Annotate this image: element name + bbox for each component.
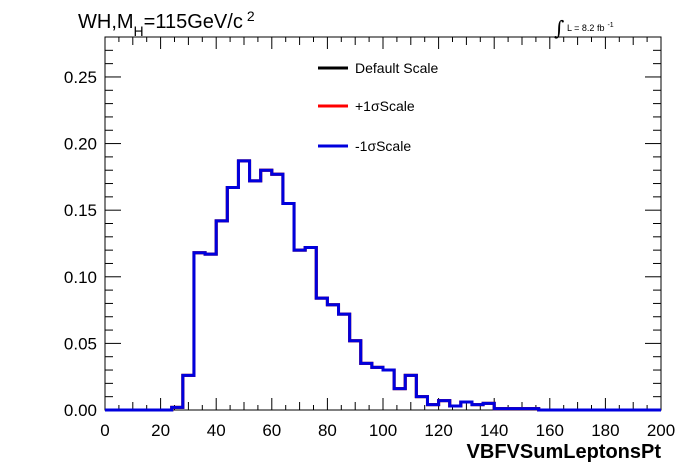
lumi-text: L = 8.2 fb xyxy=(567,23,604,33)
svg-text:WH,MH=115GeV/c2: WH,MH=115GeV/c 2 xyxy=(78,8,255,39)
x-tick-label: 80 xyxy=(318,421,337,440)
x-tick-label: 140 xyxy=(480,421,508,440)
x-tick-label: 120 xyxy=(424,421,452,440)
legend-entry-label: -1σScale xyxy=(355,138,411,154)
integral-symbol: ∫ xyxy=(554,16,564,40)
x-tick-label: 0 xyxy=(100,421,109,440)
x-tick-label: 180 xyxy=(591,421,619,440)
title-subscript: H xyxy=(134,23,144,39)
title-rest: =115GeV/c xyxy=(144,11,243,33)
x-tick-label: 100 xyxy=(369,421,397,440)
plot-frame xyxy=(104,36,662,411)
x-axis-label: VBFVSumLeptonsPt xyxy=(467,441,662,463)
title-superscript: 2 xyxy=(247,8,255,24)
luminosity-label: ∫ L = 8.2 fb -1 xyxy=(554,16,614,40)
series-line-0 xyxy=(105,159,661,412)
y-tick-label: 0.15 xyxy=(64,201,97,220)
lumi-superscript: -1 xyxy=(607,22,613,29)
y-tick-label: 0.00 xyxy=(64,401,97,420)
x-axis: 0 20 40 60 80 100 120 140 160 180 200 xyxy=(100,37,675,440)
y-tick-label: 0.10 xyxy=(64,268,97,287)
title-main: WH,M xyxy=(78,11,134,33)
y-tick-label: 0.20 xyxy=(64,135,97,154)
x-tick-label: 20 xyxy=(151,421,170,440)
series-line-2 xyxy=(105,159,661,412)
chart-title: WH,MH=115GeV/c 2 xyxy=(78,8,255,39)
x-tick-label: 40 xyxy=(207,421,226,440)
y-axis: 0.00 0.05 0.10 0.15 0.20 0.25 xyxy=(64,36,661,420)
svg-text:L = 8.2 fb-1: L = 8.2 fb -1 xyxy=(567,22,614,33)
x-tick-label: 60 xyxy=(262,421,281,440)
legend: Default Scale +1σScale -1σScale xyxy=(318,60,438,154)
y-tick-label: 0.25 xyxy=(64,68,97,87)
legend-entry-label: Default Scale xyxy=(355,60,438,76)
legend-entry-label: +1σScale xyxy=(355,98,415,114)
series-layer xyxy=(105,159,661,412)
x-tick-label: 160 xyxy=(536,421,564,440)
series-line-1 xyxy=(105,159,661,412)
y-tick-label: 0.05 xyxy=(64,334,97,353)
x-tick-label: 200 xyxy=(647,421,675,440)
